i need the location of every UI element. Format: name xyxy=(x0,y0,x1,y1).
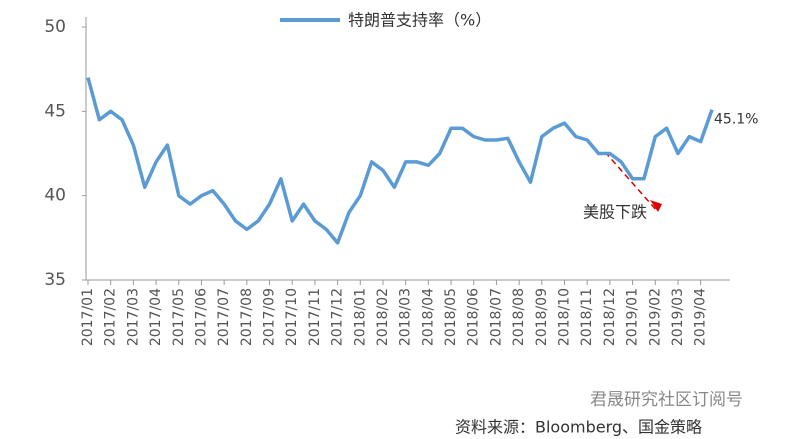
data-label: 45.1% xyxy=(714,112,758,128)
x-tick-label: 2018/07 xyxy=(488,288,504,346)
x-tick-label: 2017/11 xyxy=(307,288,323,346)
x-tick-label: 2018/05 xyxy=(443,288,459,346)
annotation: 美股下跌 xyxy=(583,203,647,222)
source: 资料来源：Bloomberg、国金策略 xyxy=(455,418,702,437)
x-tick-label: 2018/12 xyxy=(602,288,618,346)
y-tick-label: 40 xyxy=(44,186,66,206)
x-tick-label: 2017/09 xyxy=(262,288,278,346)
x-tick-label: 2019/03 xyxy=(670,288,686,346)
x-tick-label: 2017/06 xyxy=(193,288,209,346)
x-tick-label: 2018/08 xyxy=(511,288,527,346)
annotation-arrow xyxy=(604,151,659,213)
x-tick-label: 2019/04 xyxy=(693,288,709,346)
x-tick-label: 2017/10 xyxy=(284,288,300,346)
x-tick-label: 2018/03 xyxy=(398,288,414,346)
x-tick-label: 2019/02 xyxy=(647,288,663,346)
x-tick-label: 2017/07 xyxy=(216,288,232,346)
y-tick-label: 35 xyxy=(44,270,66,290)
x-tick-label: 2018/06 xyxy=(466,288,482,346)
x-tick-label: 2017/12 xyxy=(330,288,346,346)
x-tick-label: 2019/01 xyxy=(625,288,641,346)
x-tick-label: 2018/10 xyxy=(557,288,573,346)
legend-label: 特朗普支持率（%） xyxy=(348,11,491,30)
x-tick-label: 2017/05 xyxy=(171,288,187,346)
x-tick-label: 2018/11 xyxy=(579,288,595,346)
x-tick-label: 2017/03 xyxy=(125,288,141,346)
x-tick-label: 2017/02 xyxy=(103,288,119,346)
x-tick-label: 2018/02 xyxy=(375,288,391,346)
x-tick-label: 2018/09 xyxy=(534,288,550,346)
arrow-head xyxy=(650,200,662,212)
x-tick-label: 2017/01 xyxy=(80,288,96,346)
x-tick-label: 2018/04 xyxy=(420,288,436,346)
line-series xyxy=(86,77,714,245)
x-tick-label: 2018/01 xyxy=(352,288,368,346)
x-tick-label: 2017/08 xyxy=(239,288,255,346)
watermark: 君晟研究社区订阅号 xyxy=(590,390,743,410)
y-tick-label: 45 xyxy=(44,101,66,121)
x-tick-label: 2017/04 xyxy=(148,288,164,346)
y-tick-label: 50 xyxy=(44,17,66,37)
